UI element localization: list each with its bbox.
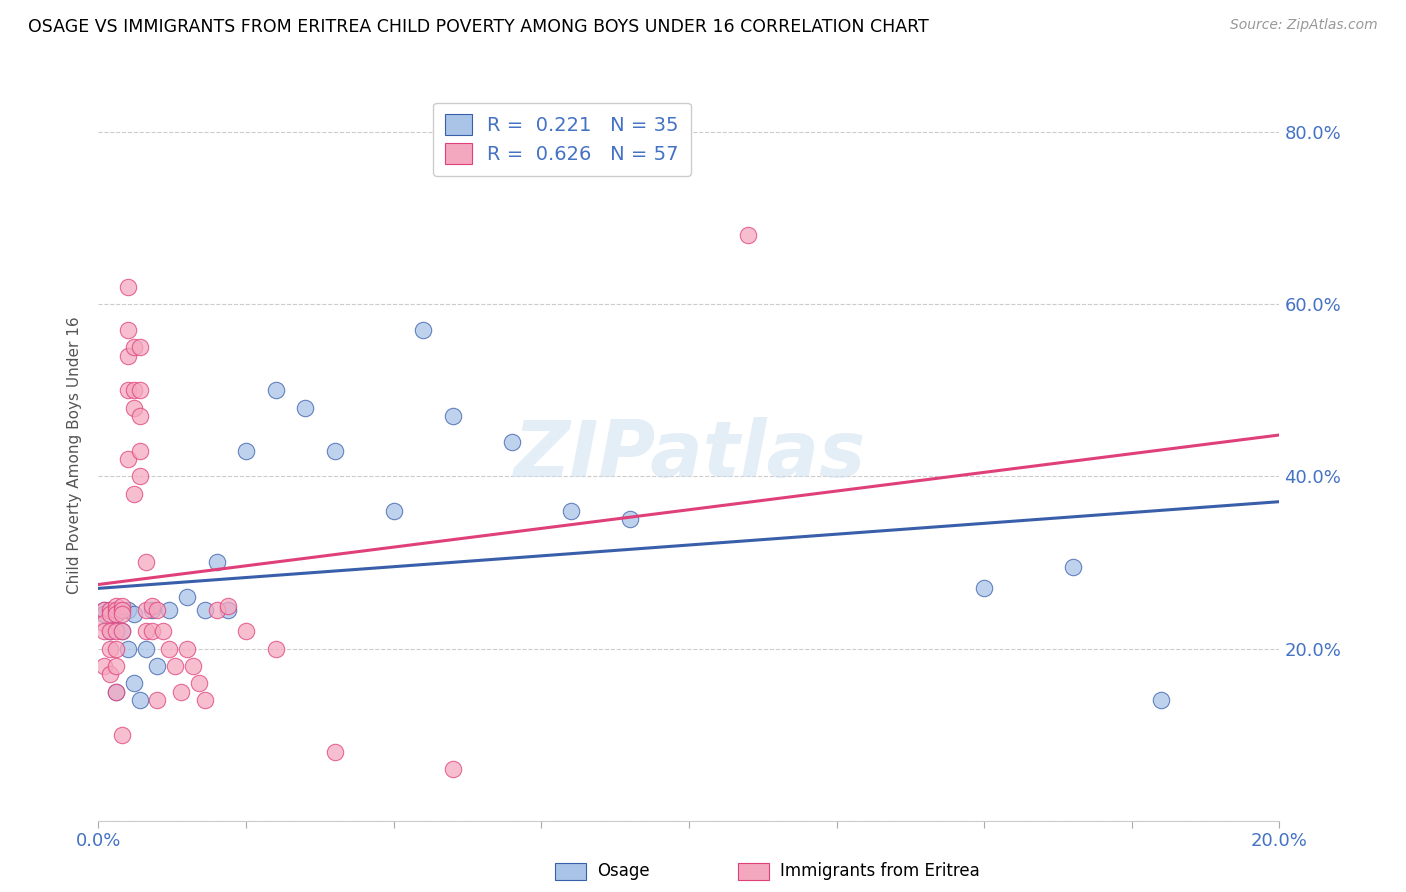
Point xyxy=(146,603,169,617)
Point xyxy=(135,556,157,570)
Point xyxy=(323,745,346,759)
Point xyxy=(98,607,121,621)
Legend: R =  0.221   N = 35, R =  0.626   N = 57: R = 0.221 N = 35, R = 0.626 N = 57 xyxy=(433,103,690,176)
Point xyxy=(141,624,163,639)
Point xyxy=(235,624,257,639)
Point xyxy=(117,349,139,363)
Point xyxy=(135,641,157,656)
Point xyxy=(235,443,257,458)
Point xyxy=(294,401,316,415)
Point xyxy=(105,607,128,621)
Point xyxy=(93,624,115,639)
Point xyxy=(737,228,759,243)
Point xyxy=(412,323,434,337)
Point xyxy=(98,624,121,639)
Point xyxy=(98,603,121,617)
Point xyxy=(105,658,128,673)
Point xyxy=(122,676,145,690)
Point xyxy=(93,607,115,621)
Point xyxy=(93,615,115,630)
Text: Source: ZipAtlas.com: Source: ZipAtlas.com xyxy=(1230,18,1378,32)
Point xyxy=(165,658,187,673)
Point xyxy=(205,603,228,617)
Point xyxy=(93,658,115,673)
Point xyxy=(111,728,134,742)
Point xyxy=(98,667,121,681)
Point xyxy=(194,693,217,707)
Point xyxy=(135,624,157,639)
Point xyxy=(973,582,995,596)
Point xyxy=(122,384,145,398)
Point xyxy=(111,624,134,639)
Point xyxy=(98,624,121,639)
Point xyxy=(264,384,287,398)
Point xyxy=(560,504,582,518)
Point xyxy=(146,658,169,673)
Point xyxy=(323,443,346,458)
Point xyxy=(117,603,139,617)
Point xyxy=(217,603,239,617)
Text: Immigrants from Eritrea: Immigrants from Eritrea xyxy=(780,863,980,880)
Point xyxy=(128,409,150,424)
Point xyxy=(264,641,287,656)
Point xyxy=(187,676,209,690)
Point xyxy=(122,486,145,500)
Point xyxy=(205,556,228,570)
Text: OSAGE VS IMMIGRANTS FROM ERITREA CHILD POVERTY AMONG BOYS UNDER 16 CORRELATION C: OSAGE VS IMMIGRANTS FROM ERITREA CHILD P… xyxy=(28,18,929,36)
Point xyxy=(128,693,150,707)
Point xyxy=(181,658,204,673)
Point xyxy=(117,323,139,337)
Point xyxy=(135,603,157,617)
Point xyxy=(111,624,134,639)
Point xyxy=(105,599,128,613)
Point xyxy=(152,624,174,639)
Point xyxy=(1150,693,1173,707)
Point xyxy=(117,280,139,294)
Point xyxy=(441,409,464,424)
Point xyxy=(122,607,145,621)
Point xyxy=(217,599,239,613)
Y-axis label: Child Poverty Among Boys Under 16: Child Poverty Among Boys Under 16 xyxy=(67,316,83,594)
Point xyxy=(105,641,128,656)
Point xyxy=(105,607,128,621)
Point xyxy=(105,684,128,698)
Point xyxy=(105,603,128,617)
Point xyxy=(117,452,139,467)
Point xyxy=(141,599,163,613)
Point xyxy=(105,624,128,639)
Point xyxy=(176,641,198,656)
Point xyxy=(128,384,150,398)
Point xyxy=(128,340,150,354)
Point xyxy=(176,590,198,604)
Point xyxy=(382,504,405,518)
Point xyxy=(619,512,641,526)
Point xyxy=(98,641,121,656)
Point xyxy=(111,603,134,617)
Point xyxy=(501,435,523,450)
Point xyxy=(128,469,150,483)
Point xyxy=(117,641,139,656)
Point xyxy=(170,684,193,698)
Point xyxy=(128,443,150,458)
Text: ZIPatlas: ZIPatlas xyxy=(513,417,865,493)
Point xyxy=(146,693,169,707)
Point xyxy=(122,401,145,415)
Point xyxy=(98,603,121,617)
Point xyxy=(105,603,128,617)
Point xyxy=(93,603,115,617)
Point xyxy=(441,762,464,776)
Point xyxy=(111,599,134,613)
Point xyxy=(157,603,180,617)
Point xyxy=(117,384,139,398)
Point xyxy=(93,603,115,617)
Point xyxy=(157,641,180,656)
Point xyxy=(1062,559,1084,574)
Point xyxy=(194,603,217,617)
Point xyxy=(111,607,134,621)
Point xyxy=(141,603,163,617)
Point xyxy=(105,684,128,698)
Text: Osage: Osage xyxy=(598,863,650,880)
Point xyxy=(122,340,145,354)
Point xyxy=(111,603,134,617)
